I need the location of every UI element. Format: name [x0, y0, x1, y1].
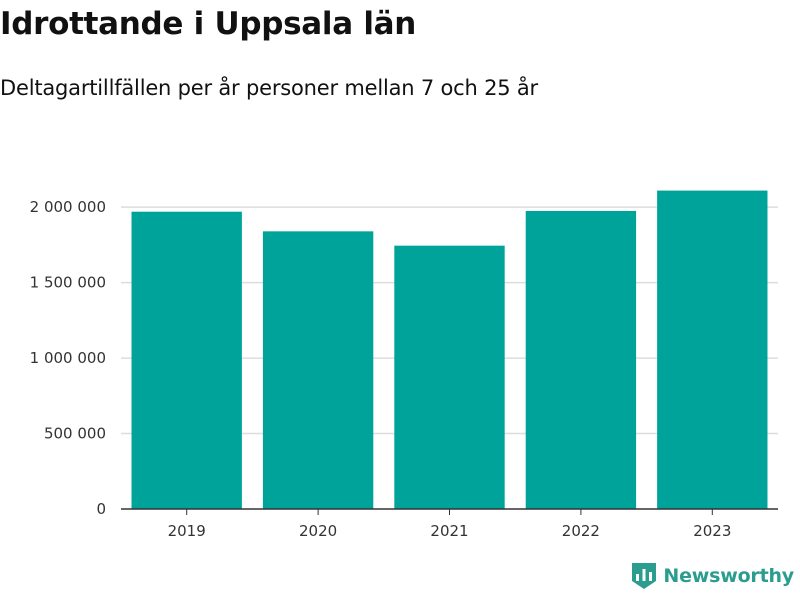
bar-2021 [394, 245, 505, 509]
newsworthy-logo-icon [632, 563, 657, 589]
x-tick-label: 2019 [168, 522, 206, 540]
bar-2023 [657, 190, 768, 509]
x-tick-label: 2022 [562, 522, 600, 540]
bar-2022 [525, 210, 637, 510]
chart-title: Idrottande i Uppsala län [0, 6, 417, 42]
y-tick-label: 2 000 000 [30, 198, 106, 216]
y-tick-label: 0 [96, 500, 106, 518]
x-tick-label: 2020 [299, 522, 337, 540]
brand-name: Newsworthy [663, 565, 794, 587]
y-tick-label: 500 000 [44, 425, 106, 443]
bar-2020 [262, 231, 374, 509]
x-tick-label: 2021 [430, 522, 468, 540]
x-tick-label: 2023 [693, 522, 731, 540]
chart-subtitle: Deltagartillfällen per år personer mella… [0, 76, 538, 100]
bar-2019 [131, 211, 242, 509]
y-tick-label: 1 000 000 [30, 349, 106, 367]
y-tick-label: 1 500 000 [30, 274, 106, 292]
brand-logo: Newsworthy [631, 562, 794, 590]
